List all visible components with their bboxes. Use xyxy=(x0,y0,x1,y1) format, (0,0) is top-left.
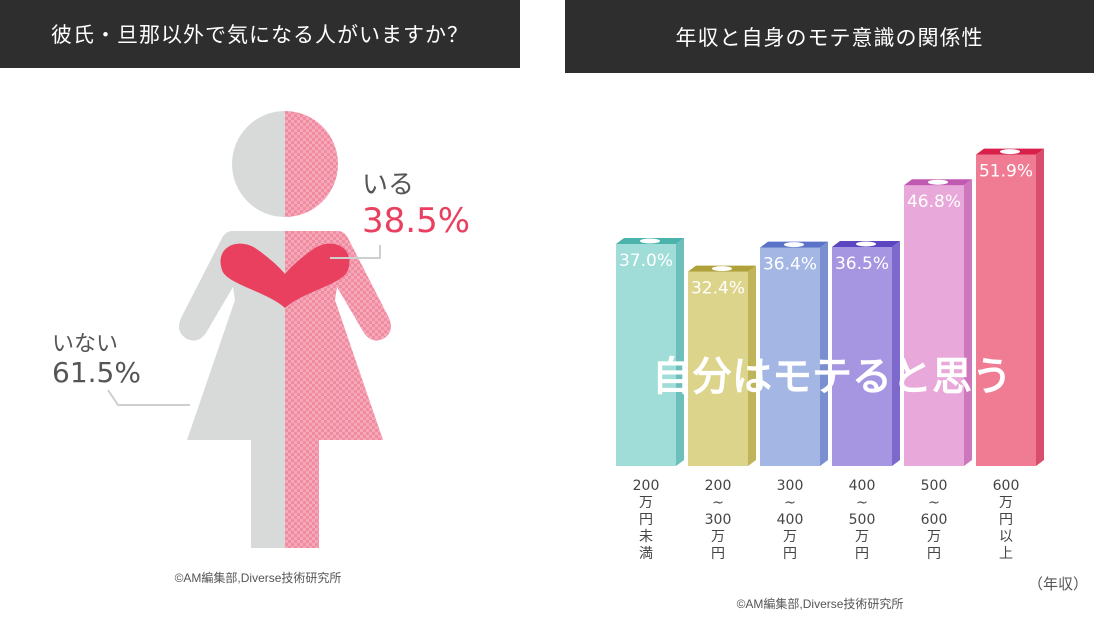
bar-value-label: 51.9% xyxy=(979,162,1033,182)
bar xyxy=(616,244,676,466)
x-tick-label: 200 xyxy=(633,478,660,494)
heart-icon xyxy=(220,243,350,308)
bar-value-label: 36.4% xyxy=(763,255,817,275)
bar-side xyxy=(820,241,828,466)
right-credit: ©AM編集部,Diverse技術研究所 xyxy=(737,596,904,611)
bar-top-mark xyxy=(856,241,876,247)
x-tick-label: 万 xyxy=(855,529,869,545)
x-tick-label: 600 xyxy=(921,512,948,528)
x-tick-label: 300 xyxy=(705,512,732,528)
x-tick-label: 満 xyxy=(639,546,653,562)
bar xyxy=(832,247,892,466)
right-chart-title: 年収と自身のモテ意識の関係性 xyxy=(565,0,1094,73)
x-tick-label: 600 xyxy=(993,478,1020,494)
bar-top-mark xyxy=(928,179,948,185)
bar-value-label: 36.5% xyxy=(835,254,889,274)
bar-side xyxy=(892,241,900,466)
callout-lines xyxy=(107,245,381,406)
x-tick-label: 500 xyxy=(921,478,948,494)
x-tick-label: 300 xyxy=(777,478,804,494)
x-tick-label: 万 xyxy=(999,495,1013,511)
x-tick-label: 円 xyxy=(711,546,725,562)
bar-side xyxy=(1036,148,1044,466)
bar-top-mark xyxy=(640,238,660,244)
no-value: 61.5% xyxy=(52,356,141,389)
x-tick-label: 万 xyxy=(927,529,941,545)
bar-chart: 37.0%200万円未満32.4%200~300万円36.4%300~400万円… xyxy=(616,148,1044,562)
bar xyxy=(904,185,964,466)
bar-top-mark xyxy=(1000,149,1020,155)
x-axis-unit: （年収） xyxy=(1028,575,1088,593)
bar xyxy=(688,271,748,466)
bar-value-label: 46.8% xyxy=(907,192,961,212)
x-tick-label: ~ xyxy=(928,495,940,511)
x-tick-label: 200 xyxy=(705,478,732,494)
bar xyxy=(976,154,1036,466)
x-tick-label: 円 xyxy=(999,512,1013,528)
yes-value: 38.5% xyxy=(362,201,470,241)
bar-side xyxy=(748,265,756,466)
bar-side xyxy=(676,238,684,466)
bar-value-label: 37.0% xyxy=(619,251,673,271)
x-tick-label: 上 xyxy=(999,546,1013,562)
bar-top-mark xyxy=(784,242,804,248)
left-chart-title: 彼氏・旦那以外で気になる人がいますか？ xyxy=(0,0,520,68)
x-tick-label: 万 xyxy=(783,529,797,545)
yes-label: いる xyxy=(362,170,414,200)
x-tick-label: 円 xyxy=(855,546,869,562)
x-tick-label: 400 xyxy=(849,478,876,494)
x-tick-label: 以 xyxy=(999,529,1013,545)
x-tick-label: 万 xyxy=(711,529,725,545)
bar-value-label: 32.4% xyxy=(691,279,745,299)
chart-overlay-label: 自分はモテると思う xyxy=(652,354,1012,400)
x-tick-label: ~ xyxy=(712,495,724,511)
x-tick-label: 円 xyxy=(927,546,941,562)
x-tick-label: 円 xyxy=(783,546,797,562)
x-tick-label: 400 xyxy=(777,512,804,528)
woman-figure xyxy=(179,111,391,548)
x-tick-label: 未 xyxy=(639,529,653,545)
x-tick-label: 円 xyxy=(639,512,653,528)
no-label: いない xyxy=(52,332,118,357)
bar-top-mark xyxy=(712,266,732,272)
bar-side xyxy=(964,179,972,466)
x-tick-label: ~ xyxy=(856,495,868,511)
left-credit: ©AM編集部,Diverse技術研究所 xyxy=(175,570,342,585)
x-tick-label: 万 xyxy=(639,495,653,511)
x-tick-label: ~ xyxy=(784,495,796,511)
woman-pink-half xyxy=(285,111,391,548)
x-tick-label: 500 xyxy=(849,512,876,528)
bar xyxy=(760,247,820,466)
